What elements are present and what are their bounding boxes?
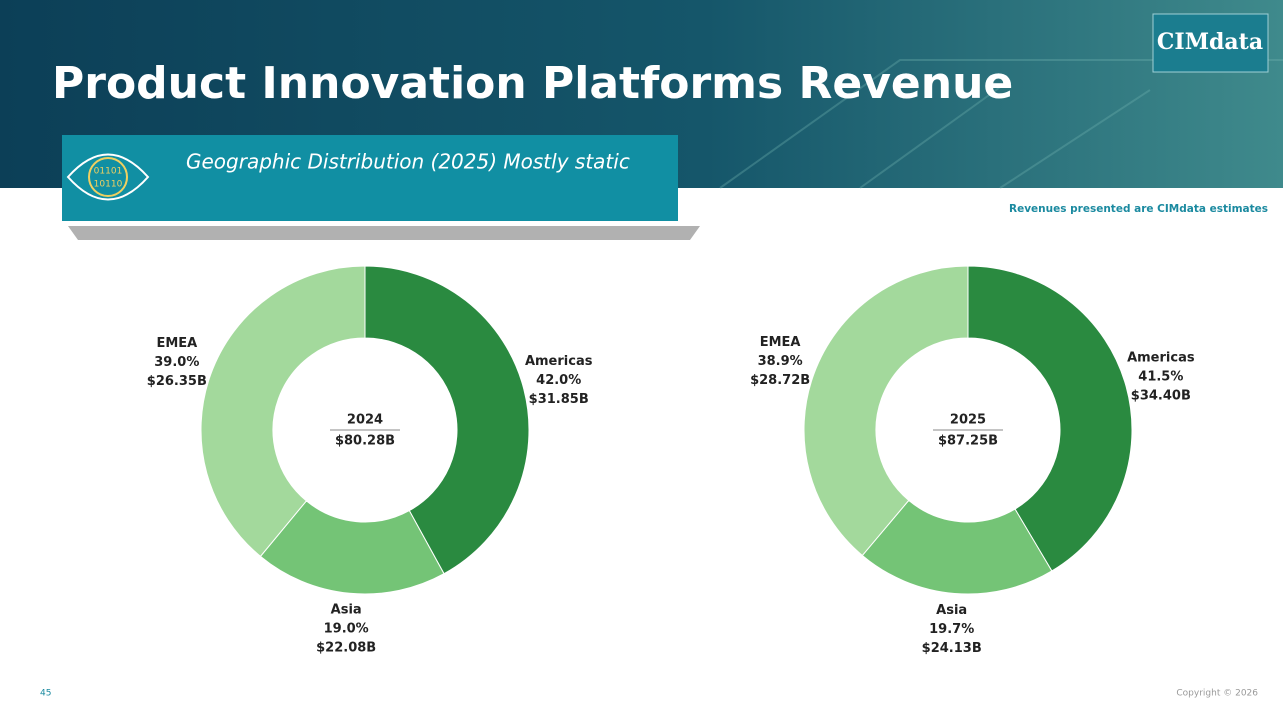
center-total: $87.25B — [938, 434, 998, 449]
note: Revenues presented are CIMdata estimates — [1009, 203, 1268, 215]
segment-name: Americas — [525, 354, 593, 369]
segment-percent: 41.5% — [1138, 369, 1183, 384]
center-title: 2025 — [950, 413, 986, 428]
segment-revenue: $31.85B — [529, 392, 589, 407]
eye-icon-text: 10110 — [94, 180, 123, 190]
logo: CIMdata — [1157, 29, 1263, 55]
eye-icon-text: 01101 — [94, 167, 123, 177]
center-title: 2024 — [347, 413, 383, 428]
segment-percent: 42.0% — [536, 373, 581, 388]
segment-name: EMEA — [156, 336, 197, 351]
center-total: $80.28B — [335, 434, 395, 449]
copyright: Copyright © 2026 — [1176, 689, 1258, 699]
segment-revenue: $26.35B — [147, 374, 207, 389]
subtitle-shadow — [68, 226, 700, 240]
slide: CIMdata Product Innovation Platforms Rev… — [0, 0, 1283, 723]
segment-name: Asia — [936, 603, 967, 618]
slide-title: Product Innovation Platforms Revenue — [52, 58, 1013, 109]
segment-name: Asia — [331, 603, 362, 618]
segment-name: EMEA — [760, 335, 801, 350]
segment-percent: 38.9% — [758, 354, 803, 369]
segment-name: Americas — [1127, 350, 1195, 365]
segment-percent: 39.0% — [154, 355, 199, 370]
segment-revenue: $24.13B — [922, 641, 982, 656]
segment-percent: 19.0% — [324, 622, 369, 637]
subtitle: Geographic Distribution (2025) Mostly st… — [186, 150, 630, 174]
subtitle-box — [62, 135, 678, 221]
segment-revenue: $22.08B — [316, 641, 376, 656]
segment-revenue: $34.40B — [1131, 388, 1191, 403]
page-number: 45 — [40, 689, 51, 699]
segment-revenue: $28.72B — [750, 373, 810, 388]
segment-percent: 19.7% — [929, 622, 974, 637]
